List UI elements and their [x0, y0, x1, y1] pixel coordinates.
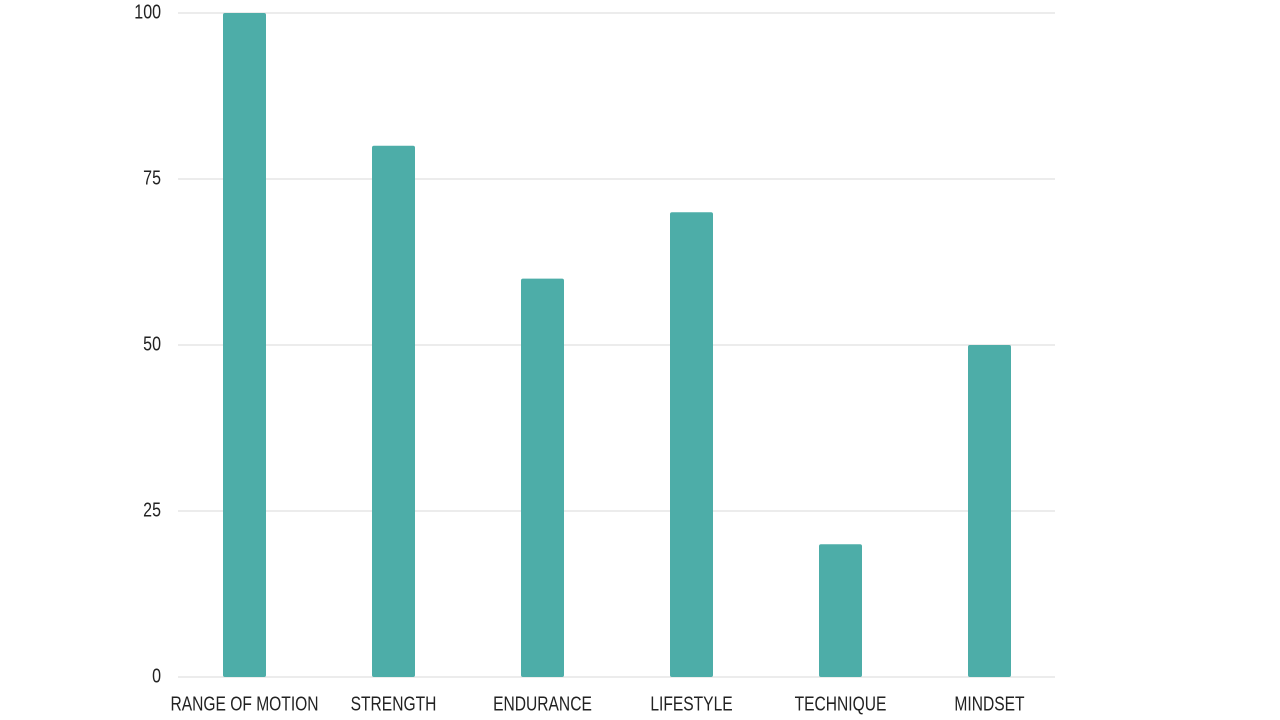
x-tick-label: STRENGTH	[351, 692, 437, 714]
x-tick-label: LIFESTYLE	[650, 692, 732, 714]
bar	[670, 212, 713, 677]
y-tick-label: 75	[143, 167, 161, 189]
bar	[372, 145, 415, 678]
bar	[223, 13, 266, 677]
x-tick-label: RANGE OF MOTION	[170, 692, 318, 714]
y-tick-label: 100	[134, 1, 161, 23]
bar	[521, 278, 564, 677]
x-tick-label: ENDURANCE	[493, 692, 592, 714]
x-tick-label: TECHNIQUE	[795, 692, 887, 714]
bar	[819, 544, 862, 677]
y-tick-label: 0	[152, 665, 161, 687]
x-tick-label: MINDSET	[954, 692, 1024, 714]
y-tick-label: 25	[143, 499, 161, 521]
y-tick-label: 50	[143, 333, 161, 355]
bar	[968, 345, 1011, 677]
